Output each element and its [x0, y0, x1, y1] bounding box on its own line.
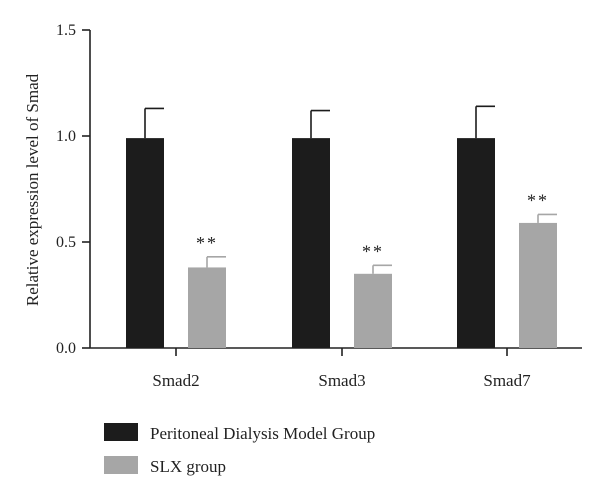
legend-swatch	[104, 456, 138, 474]
bar	[519, 222, 557, 348]
significance-marker: **	[196, 233, 218, 253]
bar	[354, 273, 392, 348]
y-tick-label: 0.5	[56, 234, 76, 251]
bar	[457, 138, 495, 348]
y-axis-label: Relative expression level of Smad	[23, 73, 42, 306]
y-tick-label: 1.0	[56, 128, 76, 145]
x-axis: Smad2 Smad3 Smad7	[90, 347, 582, 390]
legend-label: SLX group	[150, 457, 226, 476]
bars: ** ** **	[126, 105, 557, 348]
bar	[292, 138, 330, 348]
y-tick-label: 0.0	[56, 340, 76, 357]
bar	[126, 138, 164, 348]
x-tick-label: Smad3	[318, 371, 365, 390]
legend: Peritoneal Dialysis Model Group SLX group	[104, 423, 375, 476]
bar	[188, 267, 226, 348]
y-axis: 0.0 0.5 1.0 1.5	[56, 22, 91, 357]
x-tick-label: Smad7	[483, 371, 531, 390]
y-tick-label: 1.5	[56, 22, 76, 39]
legend-swatch	[104, 423, 138, 441]
significance-marker: **	[527, 190, 549, 210]
x-tick-label: Smad2	[152, 371, 199, 390]
significance-marker: **	[362, 241, 384, 261]
legend-label: Peritoneal Dialysis Model Group	[150, 424, 375, 443]
